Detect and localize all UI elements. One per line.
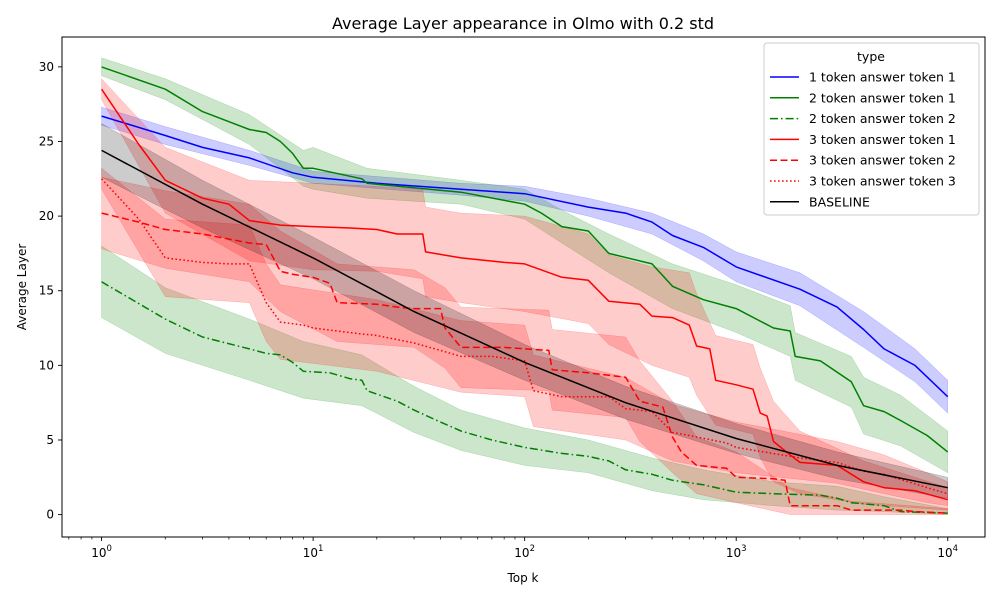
x-axis-label: Top k [506,571,538,585]
chart-title: Average Layer appearance in Olmo with 0.… [332,14,714,33]
series-line-baseline [101,149,948,489]
x-tick-label: 102 [514,544,535,560]
y-tick-label: 20 [39,209,54,223]
series-line-2-token-answer-token-1 [101,66,949,453]
band-2-token-answer-token-1 [101,57,948,474]
series-lines [100,66,949,514]
y-axis-label: Average Layer [15,244,29,331]
x-axis-ticks: 100 101 102 103 104 [68,537,958,560]
x-tick-label: 104 [937,544,958,560]
band-2-token-answer-token-2 [101,245,948,515]
plot-frame [61,36,986,538]
band-1-token-answer-token-1 [101,106,948,414]
y-tick-label: 15 [39,284,54,298]
legend-label-baseline: BASELINE [809,194,870,209]
y-tick-label: 25 [39,134,54,148]
legend-title: type [857,49,885,64]
series-line-1-token-answer-token-1 [101,115,949,398]
legend-label-2-token-answer-token-2: 2 token answer token 2 [809,111,956,126]
x-tick-label: 101 [303,544,324,560]
legend-items: 1 token answer token 1 2 token answer tok… [770,70,956,209]
series-line-3-token-answer-token-2 [101,212,948,514]
series-line-2-token-answer-token-2 [101,281,948,514]
legend-label-3-token-answer-token-1: 3 token answer token 1 [809,132,956,147]
band-3-token-answer-token-1 [101,78,948,511]
legend-label-1-token-answer-token-1: 1 token answer token 1 [809,70,956,85]
band-3-token-answer-token-2 [101,176,948,515]
y-tick-label: 0 [46,508,54,522]
legend-box [763,42,980,216]
series-line-3-token-answer-token-3 [101,178,948,495]
confidence-bands [101,57,948,515]
y-tick-label: 30 [39,60,54,74]
legend-label-3-token-answer-token-3: 3 token answer token 3 [809,174,956,189]
x-tick-label: 103 [726,544,747,560]
legend-label-2-token-answer-token-1: 2 token answer token 1 [809,90,956,105]
band-baseline [101,123,948,499]
legend-label-3-token-answer-token-2: 3 token answer token 2 [809,153,956,168]
legend: type 1 token answer token 1 2 token answe… [763,42,980,216]
y-tick-label: 5 [46,433,54,447]
x-tick-label: 100 [91,544,112,560]
y-tick-label: 10 [39,358,54,372]
y-axis-ticks: 0 5 10 15 20 25 30 [39,60,62,522]
